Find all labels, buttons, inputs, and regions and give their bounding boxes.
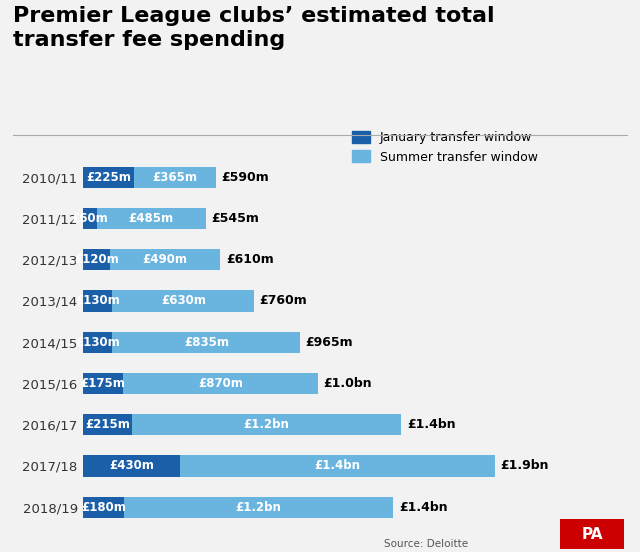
Bar [83, 373, 122, 394]
Bar [134, 167, 216, 188]
Text: £1.9bn: £1.9bn [500, 459, 548, 473]
Text: £215m: £215m [85, 418, 130, 431]
Text: £1.4bn: £1.4bn [399, 501, 447, 514]
Text: £965m: £965m [306, 336, 353, 349]
Text: £130m: £130m [76, 294, 120, 307]
Text: £175m: £175m [81, 377, 125, 390]
Text: £610m: £610m [226, 253, 274, 266]
Bar [122, 373, 318, 394]
Bar [83, 414, 132, 436]
Text: £430m: £430m [109, 459, 154, 473]
Bar [113, 332, 300, 353]
Text: £490m: £490m [143, 253, 188, 266]
Text: £1.0bn: £1.0bn [324, 377, 372, 390]
Text: £760m: £760m [260, 294, 307, 307]
Text: £365m: £365m [152, 171, 197, 184]
Bar [83, 455, 180, 477]
Bar [83, 290, 113, 312]
Text: £545m: £545m [211, 212, 259, 225]
Text: £1.4bn: £1.4bn [407, 418, 456, 431]
Text: £130m: £130m [76, 336, 120, 349]
Bar [113, 290, 254, 312]
Text: Premier League clubs’ estimated total
transfer fee spending: Premier League clubs’ estimated total tr… [13, 6, 495, 50]
Bar [83, 496, 124, 518]
Bar [124, 496, 394, 518]
Text: £60m: £60m [72, 212, 108, 225]
Bar [83, 208, 97, 229]
Text: PA: PA [581, 527, 603, 542]
Text: £485m: £485m [129, 212, 173, 225]
Text: £1.4bn: £1.4bn [314, 459, 360, 473]
Legend: January transfer window, Summer transfer window: January transfer window, Summer transfer… [352, 131, 538, 163]
Text: £590m: £590m [221, 171, 269, 184]
Text: £1.2bn: £1.2bn [243, 418, 289, 431]
Text: £225m: £225m [86, 171, 131, 184]
Text: £630m: £630m [161, 294, 205, 307]
Text: Source: Deloitte: Source: Deloitte [384, 539, 468, 549]
Text: £120m: £120m [74, 253, 119, 266]
Bar [180, 455, 495, 477]
Bar [110, 249, 220, 270]
Text: £870m: £870m [198, 377, 243, 390]
Bar [132, 414, 401, 436]
Text: £835m: £835m [184, 336, 228, 349]
Text: £180m: £180m [81, 501, 126, 514]
Bar [97, 208, 205, 229]
Bar [83, 332, 113, 353]
Bar [83, 167, 134, 188]
Text: £1.2bn: £1.2bn [236, 501, 282, 514]
Bar [83, 249, 110, 270]
